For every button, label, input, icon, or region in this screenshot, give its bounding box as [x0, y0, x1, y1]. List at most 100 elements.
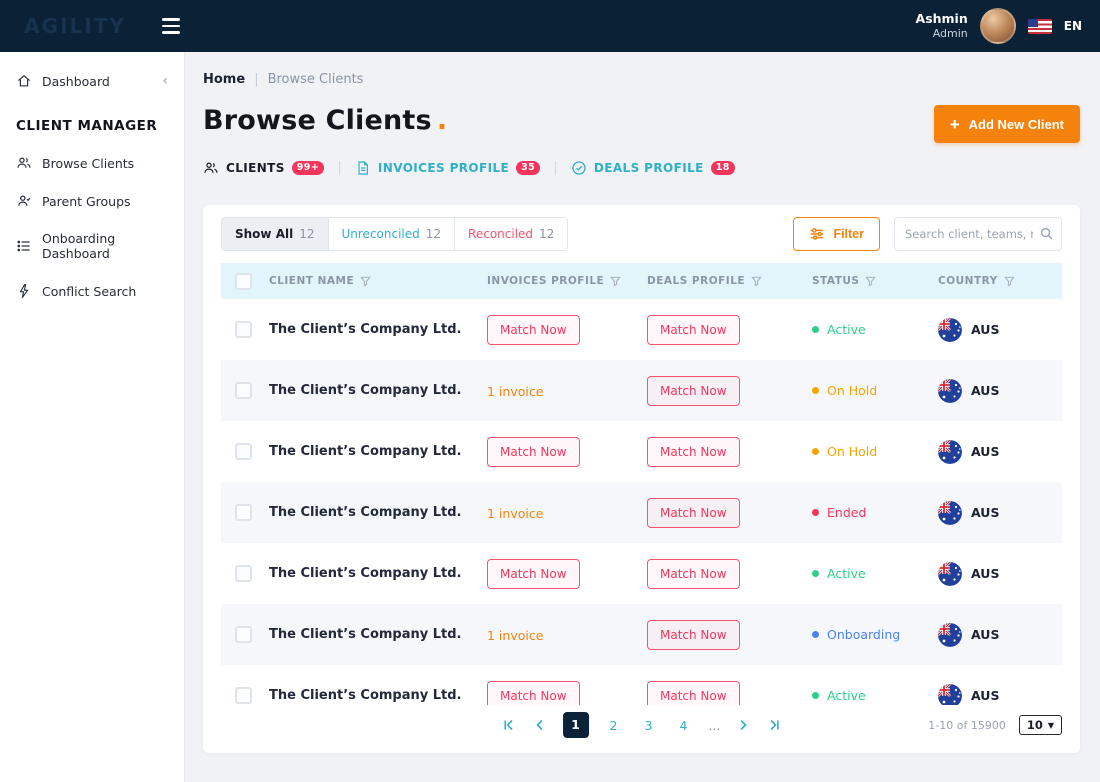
funnel-icon[interactable] — [610, 276, 621, 287]
select-all-checkbox[interactable] — [235, 272, 252, 290]
filter-reconciled[interactable]: Reconciled 12 — [455, 218, 568, 250]
chevron-down-icon: ▼ — [1047, 720, 1054, 730]
sidebar-item-label: Dashboard — [42, 73, 110, 89]
sidebar-item-onboarding-dashboard[interactable]: Onboarding Dashboard — [0, 220, 184, 272]
deals-match-now-button[interactable]: Match Now — [647, 619, 740, 650]
invoice-link[interactable]: 1 invoice — [487, 628, 544, 643]
page-number-current[interactable]: 1 — [562, 712, 589, 738]
australia-flag-icon — [938, 684, 962, 708]
invoice-link[interactable]: 1 invoice — [487, 506, 544, 521]
country-code: AUS — [971, 383, 1000, 398]
status-dot — [812, 631, 819, 638]
row-checkbox[interactable] — [235, 443, 252, 460]
status-badge: On Hold — [812, 383, 938, 398]
deals-match-now-button[interactable]: Match Now — [647, 314, 740, 345]
sidebar-item-dashboard[interactable]: Dashboard ‹ — [0, 62, 184, 100]
tab-clients[interactable]: CLIENTS 99+ — [203, 160, 325, 176]
users-icon — [204, 162, 218, 173]
pagination: 1 2 3 4 ... 1-10 of 15900 10 ▼ — [221, 705, 1062, 745]
avatar[interactable] — [979, 8, 1016, 44]
invoices-match-now-button[interactable]: Match Now — [487, 436, 580, 467]
table-row: The Client’s Company Ltd. Match Now Matc… — [221, 299, 1062, 360]
user-role: Admin — [932, 26, 968, 40]
table-row: The Client’s Company Ltd. 1 invoice Matc… — [221, 604, 1062, 665]
table-row: The Client’s Company Ltd. 1 invoice Matc… — [221, 360, 1062, 421]
status-dot — [812, 326, 819, 333]
conflict-icon — [19, 284, 29, 298]
column-header-status[interactable]: STATUS — [812, 275, 938, 287]
page-size-select[interactable]: 10 ▼ — [1018, 715, 1062, 735]
sidebar: Dashboard ‹ CLIENT MANAGER Browse Client… — [0, 52, 185, 782]
status-badge: Ended — [812, 505, 938, 520]
funnel-icon[interactable] — [865, 276, 877, 287]
column-header-invoices-profile[interactable]: INVOICES PROFILE — [487, 275, 647, 287]
deals-match-now-button[interactable]: Match Now — [647, 558, 740, 589]
status-dot — [812, 448, 819, 455]
add-new-client-button[interactable]: + Add New Client — [933, 105, 1080, 143]
hamburger-menu-icon[interactable] — [162, 16, 188, 36]
filter-button[interactable]: Filter — [793, 217, 880, 251]
row-checkbox[interactable] — [235, 687, 252, 704]
australia-flag-icon — [938, 623, 962, 647]
pagination-next-icon[interactable] — [735, 717, 751, 733]
row-checkbox[interactable] — [235, 382, 252, 399]
deals-match-now-button[interactable]: Match Now — [647, 436, 740, 467]
row-checkbox[interactable] — [235, 626, 252, 643]
row-checkbox[interactable] — [235, 565, 252, 582]
check-circle-icon — [572, 161, 586, 175]
funnel-icon[interactable] — [751, 276, 762, 287]
search-input[interactable] — [894, 217, 1062, 251]
country-code: AUS — [971, 444, 1000, 459]
table-header-row: CLIENT NAME INVOICES PROFILE DEALS PROFI… — [221, 263, 1062, 299]
filter-show-all[interactable]: Show All 12 — [222, 218, 329, 250]
deals-match-now-button[interactable]: Match Now — [647, 497, 740, 528]
country-code: AUS — [971, 505, 1000, 520]
country-cell: AUS — [938, 440, 1062, 464]
page-title: Browse Clients. — [203, 105, 448, 136]
sidebar-item-conflict-search[interactable]: Conflict Search — [0, 272, 184, 310]
pagination-prev-icon[interactable] — [532, 717, 548, 733]
sidebar-item-parent-groups[interactable]: Parent Groups — [0, 182, 184, 220]
tab-deals-profile[interactable]: DEALS PROFILE 18 — [571, 160, 735, 176]
invoices-match-now-button[interactable]: Match Now — [487, 314, 580, 345]
breadcrumb-home[interactable]: Home — [203, 72, 246, 87]
country-cell: AUS — [938, 684, 1062, 708]
client-name: The Client’s Company Ltd. — [269, 444, 462, 459]
deals-match-now-button[interactable]: Match Now — [647, 375, 740, 406]
table-row: The Client’s Company Ltd. 1 invoice Matc… — [221, 482, 1062, 543]
australia-flag-icon — [938, 501, 962, 525]
country-cell: AUS — [938, 501, 1062, 525]
tab-badge: 35 — [516, 160, 541, 176]
tab-invoices-profile[interactable]: INVOICES PROFILE 35 — [355, 160, 541, 176]
page-number[interactable]: 4 — [679, 717, 688, 733]
us-flag-icon[interactable] — [1027, 18, 1052, 34]
australia-flag-icon — [938, 379, 962, 403]
pagination-last-icon[interactable] — [766, 717, 782, 733]
client-name: The Client’s Company Ltd. — [269, 322, 462, 337]
row-checkbox[interactable] — [235, 504, 252, 521]
page-ellipsis[interactable]: ... — [708, 717, 721, 733]
table-row: The Client’s Company Ltd. Match Now Matc… — [221, 421, 1062, 482]
main-content: Home | Browse Clients Browse Clients. + … — [185, 52, 1100, 782]
document-icon — [358, 161, 368, 175]
invoice-link[interactable]: 1 invoice — [487, 384, 544, 399]
filter-unreconciled[interactable]: Unreconciled 12 — [328, 218, 456, 250]
country-code: AUS — [971, 688, 1000, 703]
pagination-first-icon[interactable] — [501, 717, 517, 733]
column-header-country[interactable]: COUNTRY — [938, 275, 1062, 287]
funnel-icon[interactable] — [360, 276, 371, 287]
invoices-match-now-button[interactable]: Match Now — [487, 558, 580, 589]
page-number[interactable]: 3 — [644, 717, 653, 733]
row-checkbox[interactable] — [235, 321, 252, 338]
funnel-icon[interactable] — [1003, 276, 1015, 287]
client-name: The Client’s Company Ltd. — [269, 627, 462, 642]
page-number[interactable]: 2 — [609, 717, 618, 733]
tab-separator: | — [553, 160, 558, 176]
chevron-left-icon[interactable]: ‹ — [162, 73, 168, 89]
breadcrumb: Home | Browse Clients — [203, 72, 1080, 87]
language-selector[interactable]: EN — [1063, 19, 1082, 33]
search-icon[interactable] — [1039, 226, 1054, 241]
column-header-deals-profile[interactable]: DEALS PROFILE — [647, 275, 812, 287]
sidebar-item-browse-clients[interactable]: Browse Clients — [0, 144, 184, 182]
column-header-client-name[interactable]: CLIENT NAME — [269, 275, 487, 287]
